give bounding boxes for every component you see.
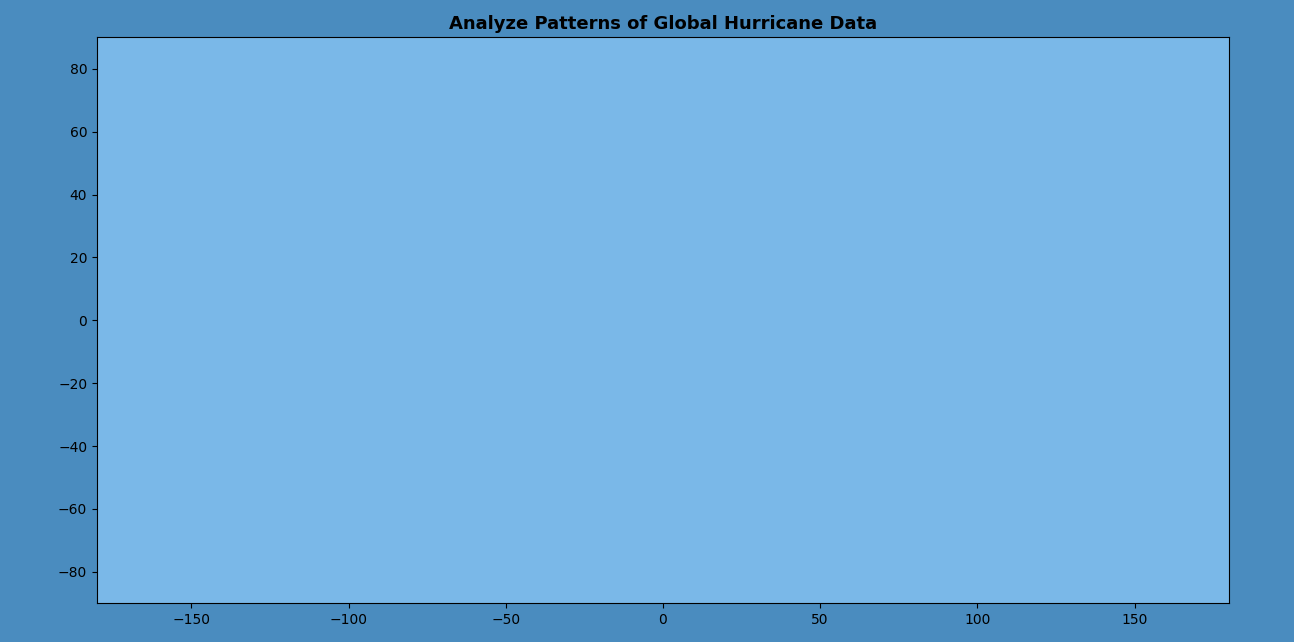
Title: Analyze Patterns of Global Hurricane Data: Analyze Patterns of Global Hurricane Dat… xyxy=(449,15,877,33)
